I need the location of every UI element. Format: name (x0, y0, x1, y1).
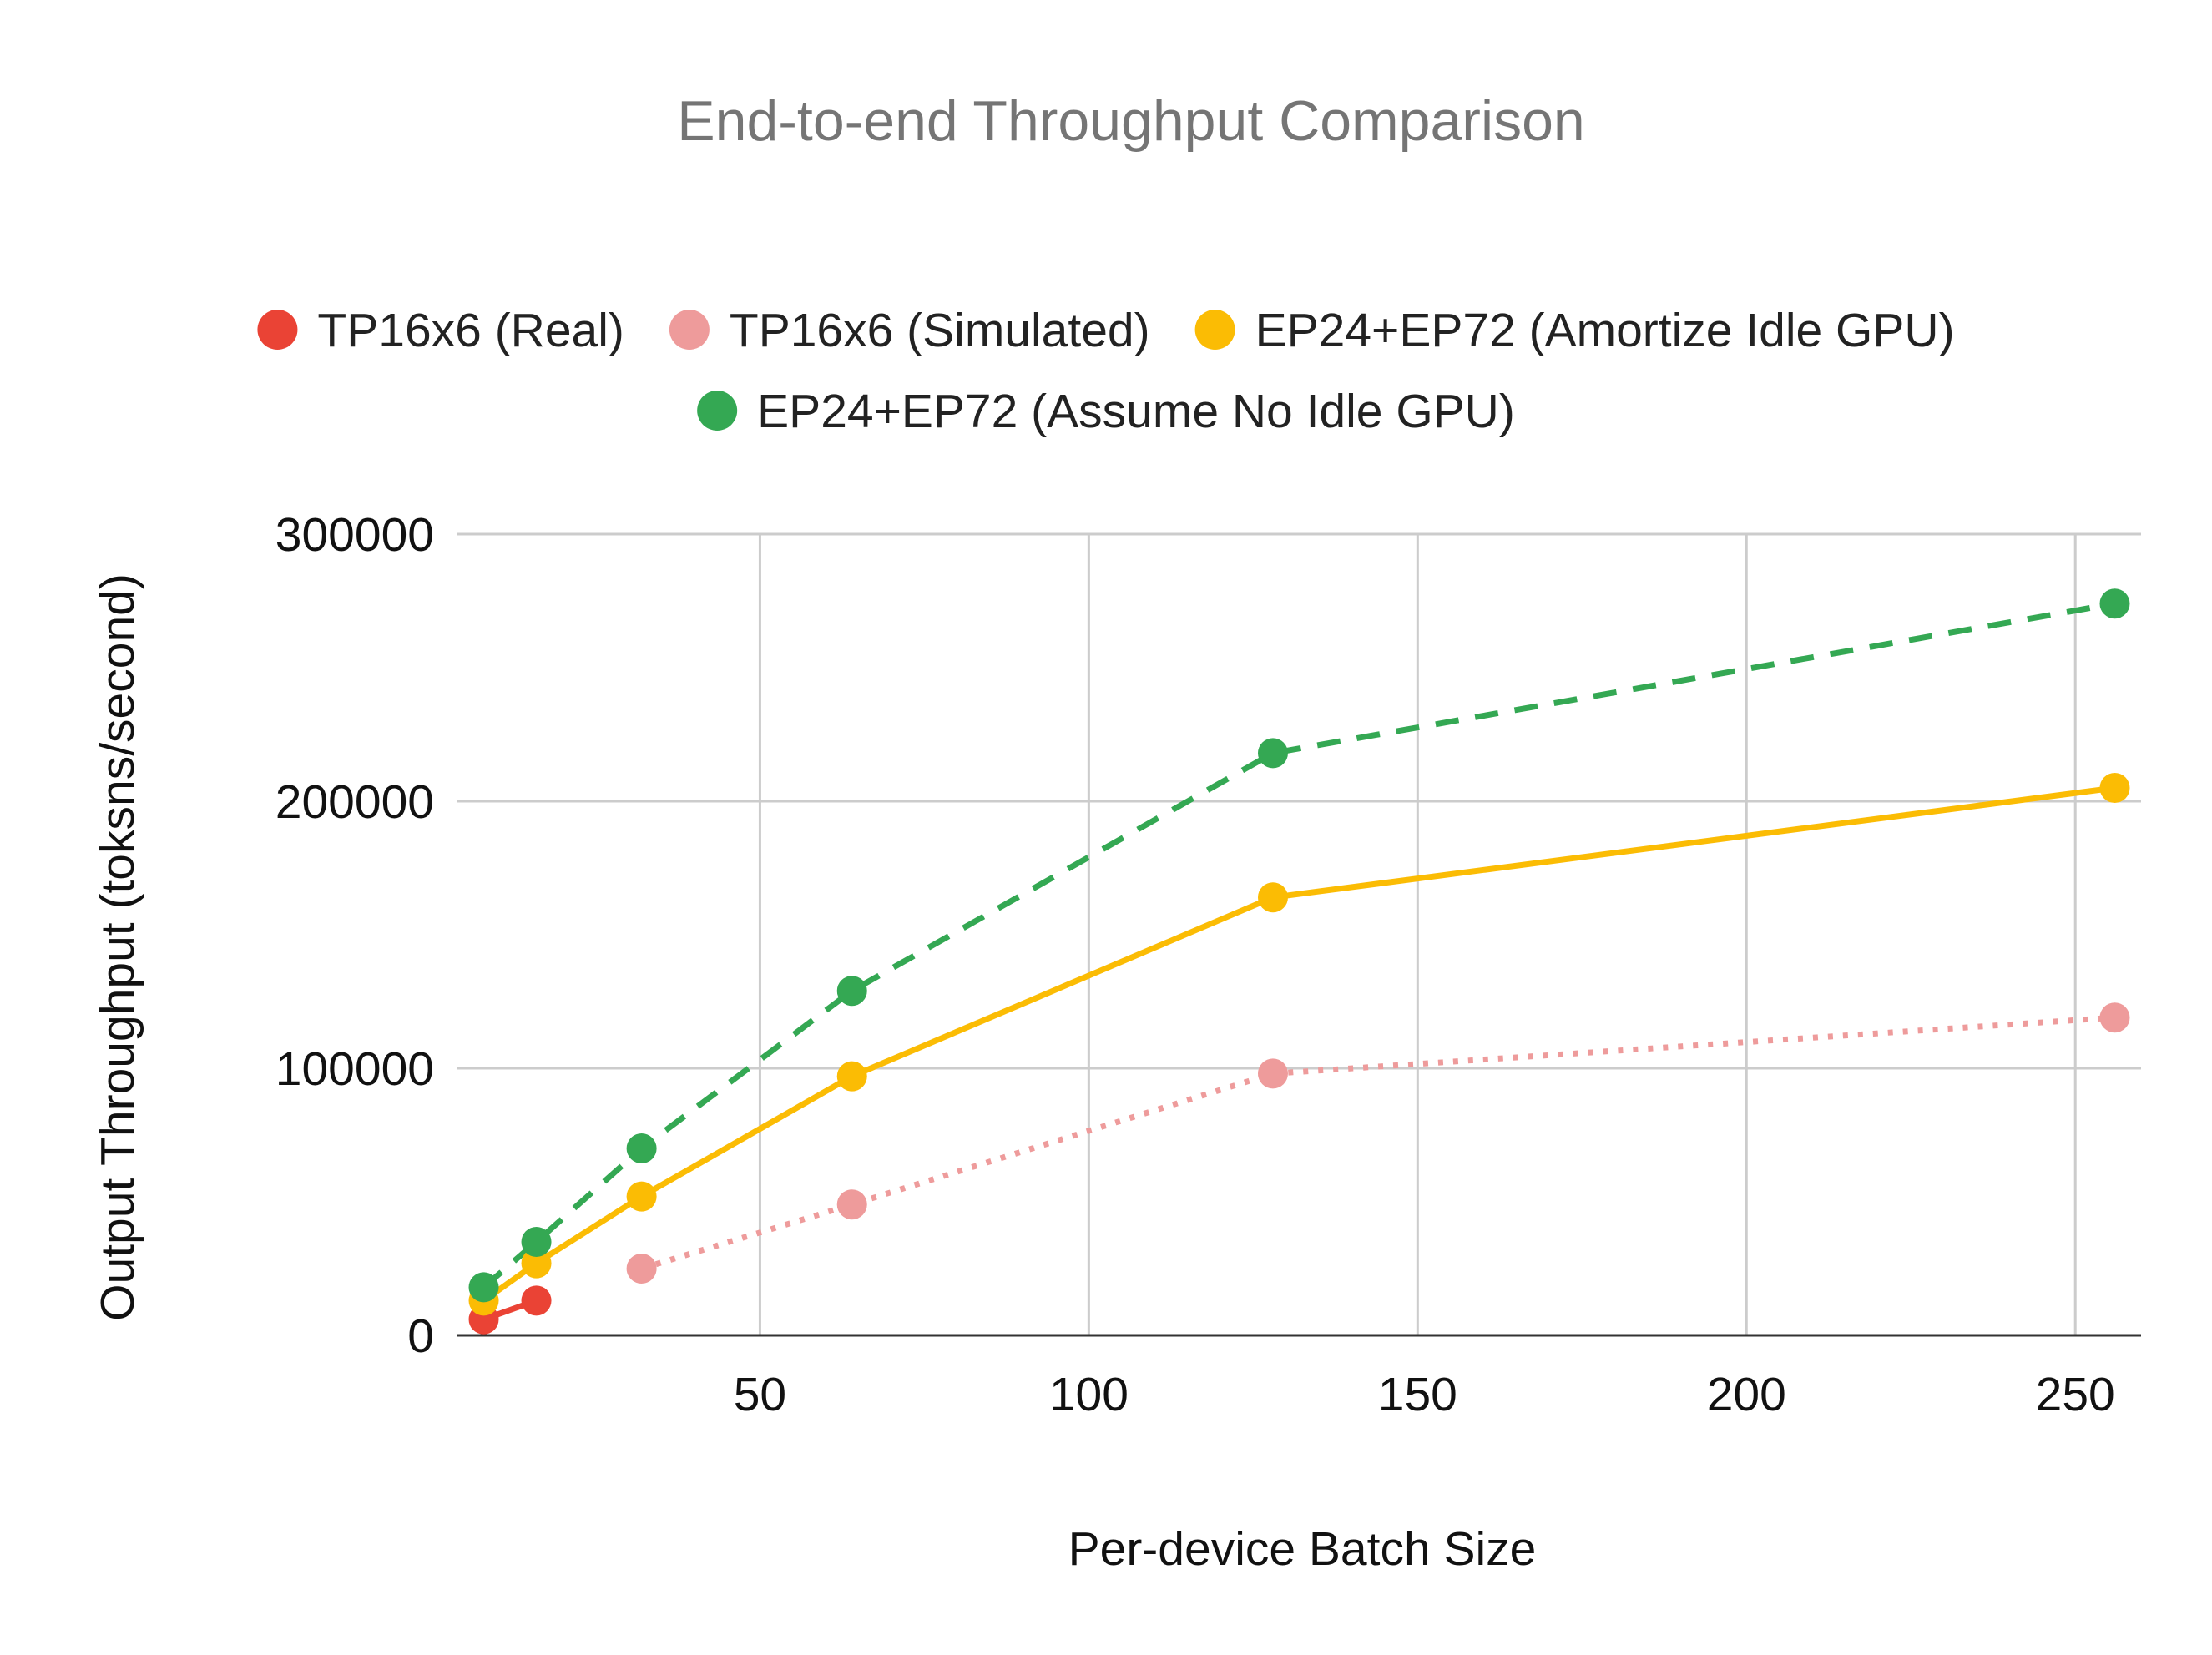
data-point-series-3 (1257, 738, 1288, 769)
legend-label-2: EP24+EP72 (Amortize Idle GPU) (1255, 304, 1955, 357)
x-tick-label: 100 (1049, 1368, 1129, 1421)
legend-label-1: TP16x6 (Simulated) (730, 304, 1150, 357)
data-point-series-1 (626, 1254, 657, 1284)
data-point-series-3 (836, 976, 867, 1007)
data-point-series-2 (626, 1181, 657, 1212)
legend-label-3: EP24+EP72 (Assume No Idle GPU) (757, 385, 1515, 438)
x-axis-label: Per-device Batch Size (1068, 1522, 1537, 1576)
data-point-series-3 (468, 1272, 499, 1303)
data-point-series-3 (2099, 588, 2130, 619)
data-point-series-2 (2099, 773, 2130, 803)
grid (457, 532, 2141, 1335)
data-point-series-1 (1257, 1058, 1288, 1089)
data-point-series-1 (836, 1189, 867, 1220)
legend-marker-0 (257, 310, 298, 350)
series-line-2 (482, 785, 2115, 1304)
data-point-series-2 (836, 1061, 867, 1092)
series-line-3 (482, 600, 2116, 1290)
legend: TP16x6 (Real) TP16x6 (Simulated) EP24+EP72… (257, 304, 1955, 438)
data-point-series-1 (2099, 1002, 2130, 1033)
y-tick-label: 200000 (275, 775, 434, 829)
legend-label-0: TP16x6 (Real) (317, 304, 624, 357)
x-tick-label: 150 (1378, 1368, 1457, 1421)
tick-labels: 0 100000 200000 300000 50 100 150 200 250 (275, 508, 2115, 1421)
series-lines (482, 600, 2116, 1323)
y-tick-label: 300000 (275, 508, 434, 562)
x-tick-label: 200 (1707, 1368, 1786, 1421)
x-tick-label: 250 (2036, 1368, 2115, 1421)
data-point-series-2 (521, 1248, 552, 1279)
legend-marker-3 (697, 391, 738, 431)
legend-marker-1 (669, 310, 710, 350)
data-point-series-3 (521, 1227, 552, 1257)
legend-marker-2 (1194, 310, 1235, 350)
series-line-1 (640, 1014, 2115, 1272)
y-tick-label: 0 (407, 1309, 434, 1363)
series-points (468, 588, 2130, 1335)
y-tick-label: 100000 (275, 1042, 434, 1096)
chart-title: End-to-end Throughput Comparison (677, 89, 1584, 153)
data-point-series-3 (626, 1133, 657, 1163)
data-point-series-0 (521, 1285, 552, 1316)
data-point-series-2 (1257, 882, 1288, 913)
x-tick-label: 50 (734, 1368, 786, 1421)
y-axis-label: Output Throughput (toksns/second) (91, 573, 144, 1321)
